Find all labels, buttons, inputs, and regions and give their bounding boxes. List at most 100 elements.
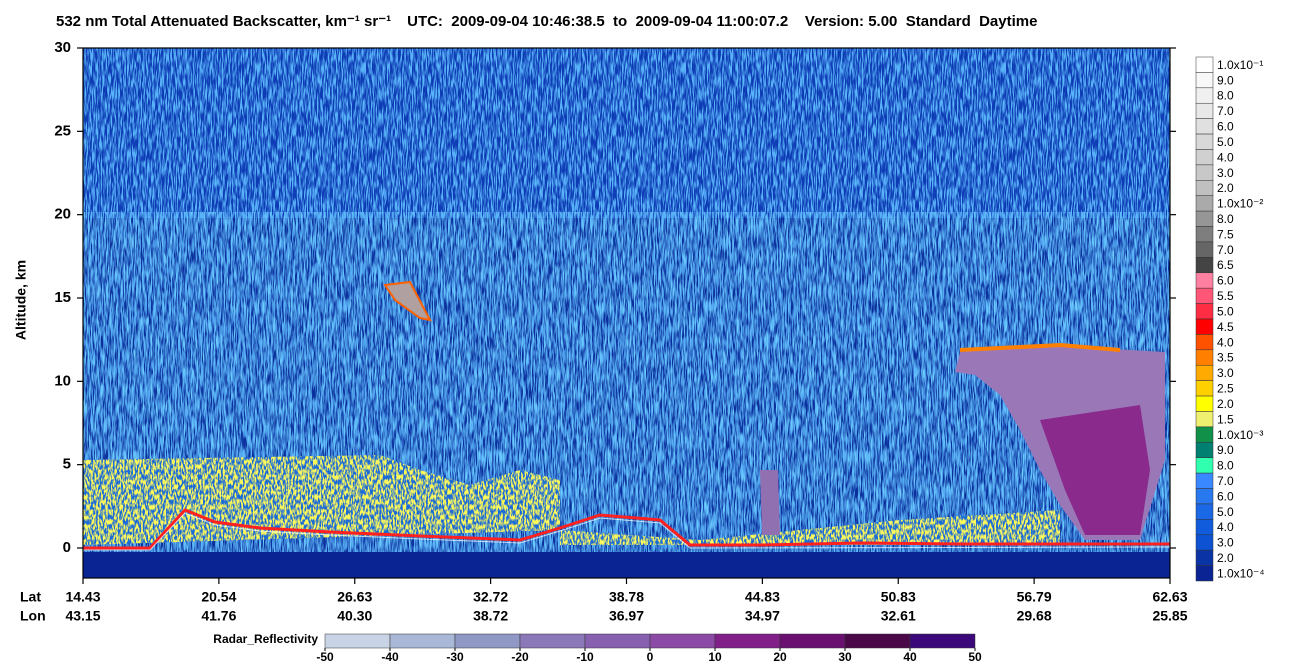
radar-tick-label: 50: [968, 650, 982, 664]
radar-color-box: [909, 633, 976, 649]
colorbar-label: 7.0: [1217, 474, 1234, 488]
colorbar-box: [1195, 164, 1214, 181]
colorbar-box: [1195, 503, 1214, 520]
colorbar-box: [1195, 457, 1214, 474]
colorbar-label: 1.0x10⁻¹: [1217, 58, 1263, 72]
y-tick-label: 10: [54, 372, 71, 389]
colorbar-label: 8.0: [1217, 212, 1234, 226]
lat-tick-label: 38.78: [609, 589, 644, 605]
lon-tick-label: 32.61: [881, 608, 916, 624]
colorbar-label: 9.0: [1217, 73, 1234, 87]
radar-tick-label: 20: [773, 650, 787, 664]
colorbar-box: [1195, 380, 1214, 397]
radar-tick-label: -50: [316, 650, 334, 664]
header: 532 nm Total Attenuated Backscatter, km⁻…: [56, 13, 1037, 30]
radar-color-box: [519, 633, 586, 649]
colorbar-label: 1.0x10⁻³: [1217, 428, 1263, 442]
radar-color-box: [389, 633, 456, 649]
colorbar-label: 9.0: [1217, 443, 1234, 457]
colorbar-box: [1195, 472, 1214, 489]
radar-tick-label: -30: [446, 650, 464, 664]
y-tick-label: 30: [54, 39, 71, 56]
colorbar-label: 2.0: [1217, 181, 1234, 195]
lon-tick-label: 40.30: [337, 608, 372, 624]
colorbar-box: [1195, 364, 1214, 381]
radar-tick-label: 40: [903, 650, 917, 664]
colorbar-box: [1195, 102, 1214, 119]
colorbar-label: 7.0: [1217, 104, 1234, 118]
lon-tick-label: 43.15: [65, 608, 100, 624]
colorbar-box: [1195, 565, 1214, 582]
lat-tick-label: 14.43: [65, 589, 100, 605]
lon-tick-label: 38.72: [473, 608, 508, 624]
y-tick-label: 5: [63, 456, 71, 473]
cloud-top: [959, 342, 1121, 352]
colorbar-box: [1195, 426, 1214, 443]
lon-tick-label: 25.85: [1152, 608, 1187, 624]
colorbar-box: [1195, 519, 1214, 536]
colorbar-box: [1195, 180, 1214, 196]
noise-upper: [83, 48, 1170, 218]
radar-color-box: [649, 633, 716, 649]
y-axis-label: Altitude, km: [13, 260, 29, 340]
colorbar-label: 4.5: [1217, 320, 1234, 334]
colorbar-label: 1.0x10⁻²: [1217, 197, 1263, 211]
lat-tick-label: 50.83: [881, 589, 916, 605]
colorbar-label: 6.0: [1217, 120, 1234, 134]
surface-return: [83, 508, 1170, 550]
colorbar-box: [1195, 72, 1214, 89]
colorbar-label: 4.0: [1217, 335, 1234, 349]
colorbar-label: 7.0: [1217, 243, 1234, 257]
y-tick-label: 20: [54, 206, 71, 223]
colorbar-box: [1195, 287, 1214, 304]
cloud-core: [1040, 405, 1150, 535]
colorbar-box: [1195, 442, 1214, 458]
colorbar-label: 3.0: [1217, 366, 1234, 380]
radar-color-box: [779, 633, 846, 649]
colorbar-box: [1195, 195, 1214, 212]
radar-tick-label: 30: [838, 650, 852, 664]
colorbar-box: [1195, 257, 1214, 274]
lat-tick-label: 20.54: [201, 589, 236, 605]
colorbar-box: [1195, 133, 1214, 150]
chart-title: 532 nm Total Attenuated Backscatter, km⁻…: [56, 13, 391, 30]
chart-subtitle: UTC: 2009-09-04 10:46:38.5 to 2009-09-04…: [407, 13, 1037, 30]
colorbar-box: [1195, 318, 1214, 335]
colorbar-label: 5.5: [1217, 289, 1234, 303]
colorbar-box: [1195, 149, 1214, 166]
radar-tick-label: -10: [576, 650, 594, 664]
lon-tick-label: 29.68: [1017, 608, 1052, 624]
radar-color-box: [844, 633, 911, 649]
colorbar-label: 2.0: [1217, 551, 1234, 565]
lon-tick-label: 36.97: [609, 608, 644, 624]
radar-tick-label: -40: [381, 650, 399, 664]
radar-tick-label: 10: [708, 650, 722, 664]
colorbar-box: [1195, 226, 1214, 243]
radar-color-box: [454, 633, 521, 649]
colorbar-box: [1195, 349, 1214, 366]
lat-label: Lat: [20, 589, 41, 605]
lat-tick-label: 26.63: [337, 589, 372, 605]
y-tick-label: 0: [63, 539, 71, 556]
colorbar-label: 2.0: [1217, 397, 1234, 411]
colorbar-box: [1195, 210, 1214, 227]
lon-tick-label: 34.97: [745, 608, 780, 624]
colorbar-box: [1195, 303, 1214, 320]
radar-color-box: [324, 633, 391, 649]
colorbar-label: 5.0: [1217, 304, 1234, 318]
colorbar-box: [1195, 395, 1214, 412]
colorbar-label: 1.0x10⁻⁴: [1217, 566, 1265, 580]
colorbar-label: 8.0: [1217, 459, 1234, 473]
colorbar-label: 8.0: [1217, 89, 1234, 103]
colorbar-box: [1195, 411, 1214, 428]
colorbar-label: 7.5: [1217, 227, 1234, 241]
lat-tick-label: 32.72: [473, 589, 508, 605]
colorbar-box: [1195, 549, 1214, 566]
radar-tick-label: 0: [647, 650, 654, 664]
colorbar-label: 2.5: [1217, 382, 1234, 396]
colorbar-box: [1195, 56, 1214, 73]
y-tick-label: 15: [54, 289, 71, 306]
colorbar-label: 3.0: [1217, 536, 1234, 550]
colorbar-label: 1.5: [1217, 412, 1234, 426]
